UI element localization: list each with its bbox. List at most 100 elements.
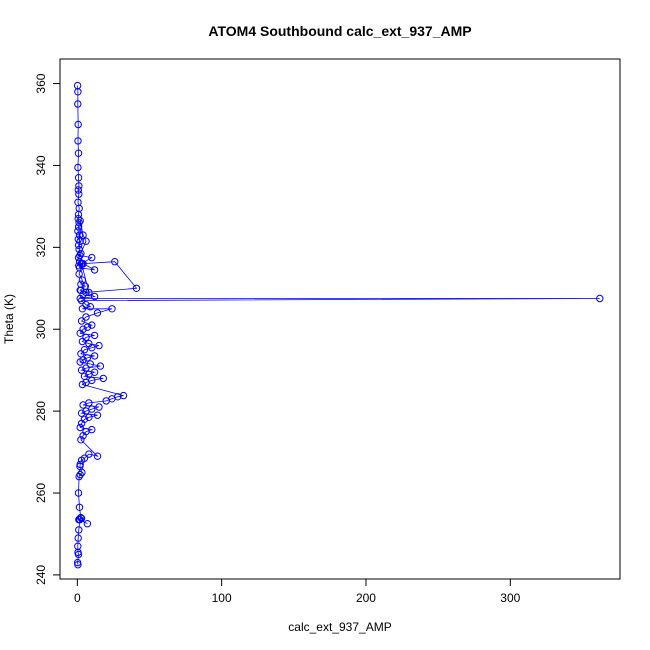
data-point — [76, 237, 84, 245]
data-point — [79, 432, 87, 440]
x-axis-label: calc_ext_937_AMP — [288, 620, 391, 634]
data-point — [82, 237, 90, 245]
x-tick-label: 300 — [500, 591, 520, 605]
data-point — [77, 419, 86, 428]
data-point — [77, 409, 86, 417]
data-point — [76, 217, 84, 225]
data-point — [90, 292, 99, 301]
data-point — [111, 258, 119, 266]
data-point — [93, 309, 102, 317]
y-tick-label: 300 — [34, 319, 48, 339]
data-point — [74, 534, 82, 542]
data-point — [88, 321, 96, 329]
data-point — [596, 294, 604, 303]
data-point — [74, 227, 82, 235]
data-point — [90, 266, 99, 274]
data-point — [108, 305, 116, 313]
data-point — [75, 472, 83, 481]
x-tick-label: 100 — [212, 591, 232, 605]
data-point — [90, 352, 99, 360]
data-point — [78, 305, 87, 313]
data-point — [96, 362, 105, 370]
data-point — [83, 354, 92, 362]
data-point — [82, 407, 90, 415]
data-point — [82, 301, 90, 309]
data-point — [102, 397, 110, 405]
data-point — [74, 241, 83, 250]
data-point — [86, 360, 95, 368]
data-point — [78, 337, 87, 346]
plot-box — [59, 58, 621, 580]
data-point — [77, 260, 86, 268]
data-point — [79, 231, 87, 239]
data-point — [74, 137, 82, 145]
data-point — [83, 323, 92, 331]
data-point — [75, 526, 83, 534]
y-tick-label: 280 — [34, 401, 48, 421]
chart-title: ATOM4 Southbound calc_ext_937_AMP — [208, 23, 471, 39]
series-layer — [73, 81, 604, 569]
data-point — [74, 253, 83, 262]
data-point — [82, 378, 90, 387]
data-point — [77, 296, 86, 305]
x-tick-label: 200 — [356, 591, 376, 605]
data-point — [132, 284, 141, 292]
data-point — [74, 550, 83, 559]
data-point — [77, 366, 86, 374]
data-point — [75, 182, 83, 190]
x-tick-label: 0 — [74, 591, 81, 605]
data-point — [88, 344, 96, 352]
data-point — [74, 120, 82, 129]
data-point — [85, 370, 93, 378]
data-point — [77, 317, 86, 325]
data-point — [78, 380, 87, 389]
data-point — [85, 413, 93, 421]
data-point — [99, 374, 108, 383]
y-tick-label: 360 — [34, 73, 48, 93]
y-tick-label: 260 — [34, 483, 48, 503]
data-point — [75, 270, 83, 278]
data-point — [79, 401, 87, 409]
data-point — [76, 329, 84, 337]
data-point — [95, 403, 103, 411]
data-point — [76, 251, 84, 260]
data-point — [74, 186, 83, 194]
data-point — [77, 286, 85, 294]
data-point — [82, 313, 90, 321]
data-point — [74, 489, 83, 497]
y-axis: 240 260 280 300 320 340 360 — [34, 73, 61, 585]
data-point — [74, 215, 82, 223]
data-point — [93, 411, 102, 419]
data-point — [90, 331, 99, 340]
data-point — [77, 436, 85, 444]
data-point — [74, 561, 82, 569]
data-point — [78, 276, 87, 284]
data-point — [83, 520, 92, 528]
data-point — [82, 333, 90, 342]
y-tick-label: 320 — [34, 237, 48, 257]
data-point — [86, 303, 95, 311]
data-point — [76, 515, 84, 524]
data-point — [76, 423, 84, 432]
data-point — [74, 163, 82, 172]
data-point — [80, 346, 89, 354]
data-point — [74, 100, 82, 108]
data-point — [82, 364, 90, 372]
data-point — [93, 452, 102, 460]
data-point — [74, 88, 82, 96]
data-point — [74, 174, 83, 182]
data-point — [85, 450, 93, 458]
data-point — [76, 358, 84, 366]
data-point — [76, 294, 84, 303]
data-point — [75, 503, 84, 511]
series-line — [77, 85, 600, 565]
data-point — [95, 341, 103, 350]
x-axis: 0 100 200 300 — [74, 578, 521, 605]
y-tick-label: 240 — [34, 565, 48, 585]
data-point — [74, 149, 83, 157]
data-point — [75, 190, 83, 198]
data-point — [88, 253, 96, 262]
y-axis-label: Theta (K) — [2, 294, 16, 344]
y-tick-label: 340 — [34, 155, 48, 175]
